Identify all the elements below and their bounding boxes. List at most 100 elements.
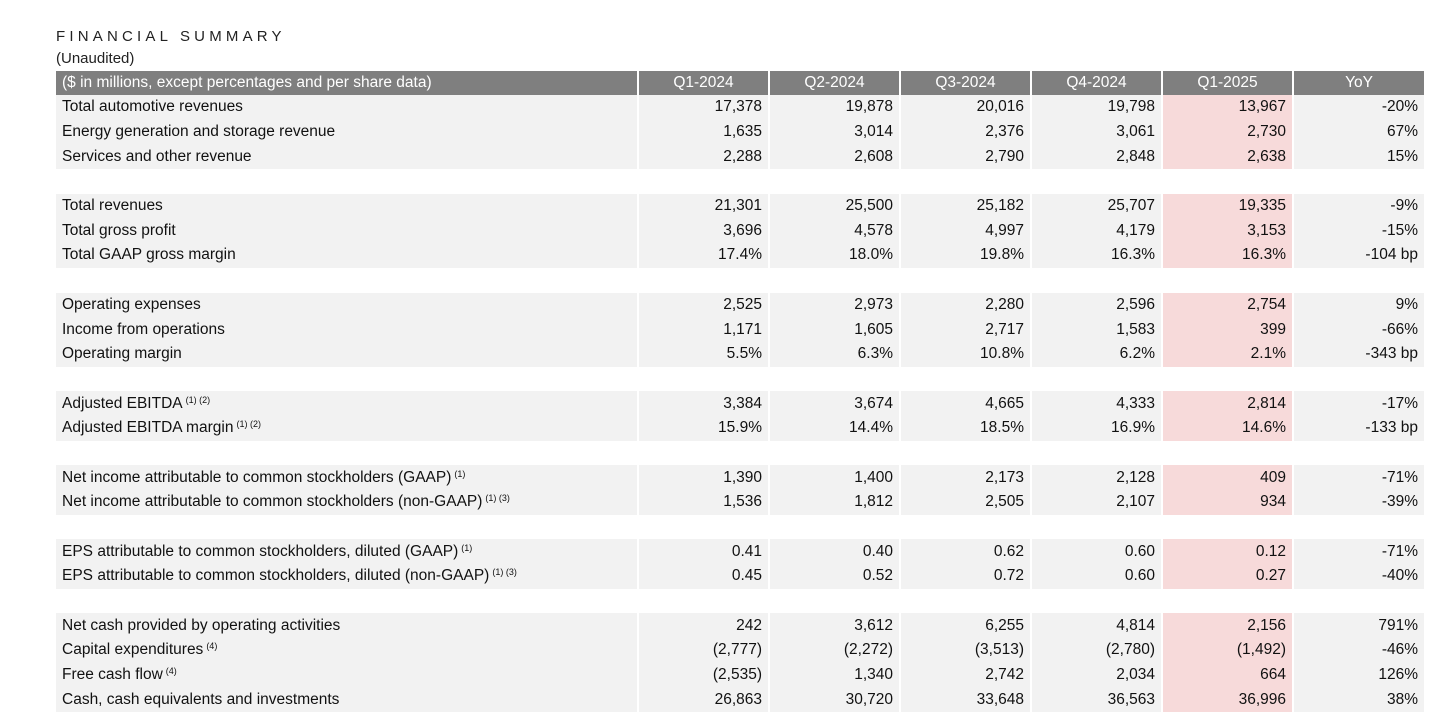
footnote-marker: (4) bbox=[206, 641, 218, 652]
value-cell: 1,390 bbox=[638, 465, 770, 490]
value-cell: (2,780) bbox=[1031, 638, 1163, 663]
header-q3-2024: Q3-2024 bbox=[900, 71, 1032, 95]
highlighted-value-cell: 409 bbox=[1162, 465, 1294, 490]
highlighted-value-cell: 2,156 bbox=[1162, 613, 1294, 639]
table-row: Free cash flow (4) (2,535) 1,340 2,742 2,034 6… bbox=[56, 662, 1424, 688]
row-label-cell: Net income attributable to common stockh… bbox=[56, 465, 639, 490]
value-cell: 0.60 bbox=[1031, 564, 1163, 589]
value-cell: (2,777) bbox=[638, 638, 770, 663]
table-row: Net cash provided by operating activitie… bbox=[56, 613, 1424, 639]
highlighted-value-cell: 13,967 bbox=[1162, 95, 1294, 120]
table-row: Total revenues 21,301 25,500 25,182 25,707 19… bbox=[56, 193, 1424, 219]
value-cell: 5.5% bbox=[638, 341, 770, 367]
highlighted-value-cell: 0.12 bbox=[1162, 539, 1294, 565]
value-cell: 2,596 bbox=[1031, 292, 1163, 318]
value-cell: (3,513) bbox=[900, 638, 1032, 663]
spacer-cell bbox=[1031, 440, 1163, 466]
yoy-cell: 15% bbox=[1293, 144, 1424, 170]
row-label-cell: Net income attributable to common stockh… bbox=[56, 490, 639, 515]
spacer-cell bbox=[1162, 366, 1294, 392]
value-cell: 4,997 bbox=[900, 218, 1032, 244]
row-label: Total gross profit bbox=[62, 221, 176, 239]
row-label-cell: Cash, cash equivalents and investments bbox=[56, 687, 639, 713]
value-cell: 4,578 bbox=[769, 218, 901, 244]
spacer-cell bbox=[769, 169, 901, 194]
value-cell: 18.5% bbox=[900, 415, 1032, 441]
table-row: Operating expenses 2,525 2,973 2,280 2,596 2,… bbox=[56, 292, 1424, 318]
value-cell: 2,848 bbox=[1031, 144, 1163, 170]
table-row: Total automotive revenues 17,378 19,878 20,… bbox=[56, 95, 1424, 120]
value-cell: 2,173 bbox=[900, 465, 1032, 490]
highlighted-value-cell: 0.27 bbox=[1162, 564, 1294, 589]
value-cell: 25,500 bbox=[769, 193, 901, 219]
value-cell: 2,742 bbox=[900, 662, 1032, 688]
yoy-cell: -9% bbox=[1293, 193, 1424, 219]
highlighted-value-cell: 19,335 bbox=[1162, 193, 1294, 219]
row-label-cell: Operating margin bbox=[56, 341, 639, 367]
spacer-cell bbox=[1293, 366, 1424, 392]
row-label: Operating margin bbox=[62, 345, 182, 363]
table-row: Total gross profit 3,696 4,578 4,997 4,179 3,… bbox=[56, 218, 1424, 244]
table-row: Cash, cash equivalents and investments 26… bbox=[56, 687, 1424, 713]
table-body: Total automotive revenues 17,378 19,878 20,… bbox=[56, 95, 1424, 713]
spacer-cell bbox=[900, 169, 1032, 194]
highlighted-value-cell: 934 bbox=[1162, 490, 1294, 515]
value-cell: 3,384 bbox=[638, 391, 770, 416]
highlighted-value-cell: (1,492) bbox=[1162, 638, 1294, 663]
table-row: Operating margin 5.5% 6.3% 10.8% 6.2% 2.1% -34… bbox=[56, 341, 1424, 367]
header-yoy: YoY bbox=[1293, 71, 1424, 95]
spacer-cell bbox=[900, 366, 1032, 392]
table-row: Adjusted EBITDA (1) (2) 3,384 3,674 4,665 4,3… bbox=[56, 391, 1424, 416]
yoy-cell: -39% bbox=[1293, 490, 1424, 515]
spacer-cell bbox=[56, 366, 639, 392]
value-cell: 2,034 bbox=[1031, 662, 1163, 688]
value-cell: 3,014 bbox=[769, 119, 901, 145]
value-cell: 26,863 bbox=[638, 687, 770, 713]
footnote-marker: (1) (2) bbox=[185, 394, 211, 405]
value-cell: 1,536 bbox=[638, 490, 770, 515]
yoy-cell: -40% bbox=[1293, 564, 1424, 589]
row-label: Capital expenditures bbox=[62, 641, 204, 659]
highlighted-value-cell: 399 bbox=[1162, 317, 1294, 342]
value-cell: 1,400 bbox=[769, 465, 901, 490]
value-cell: (2,272) bbox=[769, 638, 901, 663]
yoy-cell: -46% bbox=[1293, 638, 1424, 663]
value-cell: 1,605 bbox=[769, 317, 901, 342]
footnote-marker: (1) bbox=[461, 542, 473, 553]
table-row: Services and other revenue 2,288 2,608 2,79… bbox=[56, 144, 1424, 170]
row-label: Net income attributable to common stockh… bbox=[62, 493, 483, 511]
footnote-marker: (4) bbox=[165, 666, 177, 677]
table-row: Total GAAP gross margin 17.4% 18.0% 19.8% 16… bbox=[56, 243, 1424, 268]
row-label: EPS attributable to common stockholders,… bbox=[62, 542, 459, 560]
row-label: Energy generation and storage revenue bbox=[62, 123, 336, 141]
highlighted-value-cell: 2,754 bbox=[1162, 292, 1294, 318]
spacer-cell bbox=[1293, 267, 1424, 293]
spacer-cell bbox=[1031, 267, 1163, 293]
row-label: Free cash flow bbox=[62, 666, 163, 684]
highlighted-value-cell: 2.1% bbox=[1162, 341, 1294, 367]
spacer-cell bbox=[900, 588, 1032, 614]
value-cell: 0.60 bbox=[1031, 539, 1163, 565]
value-cell: 25,182 bbox=[900, 193, 1032, 219]
row-label-cell: Total automotive revenues bbox=[56, 95, 639, 120]
value-cell: 14.4% bbox=[769, 415, 901, 441]
spacer-cell bbox=[1162, 440, 1294, 466]
row-label: Income from operations bbox=[62, 320, 225, 338]
value-cell: 36,563 bbox=[1031, 687, 1163, 713]
row-label-cell: Services and other revenue bbox=[56, 144, 639, 170]
spacer-cell bbox=[1293, 169, 1424, 194]
value-cell: 20,016 bbox=[900, 95, 1032, 120]
spacer-cell bbox=[1162, 514, 1294, 540]
spacer-cell bbox=[56, 440, 639, 466]
report-subtitle: (Unaudited) bbox=[56, 50, 135, 67]
value-cell: 2,973 bbox=[769, 292, 901, 318]
value-cell: 0.40 bbox=[769, 539, 901, 565]
row-label-cell: Energy generation and storage revenue bbox=[56, 119, 639, 145]
spacer-cell bbox=[769, 588, 901, 614]
value-cell: 2,128 bbox=[1031, 465, 1163, 490]
spacer-cell bbox=[638, 514, 770, 540]
row-label-cell: Free cash flow (4) bbox=[56, 662, 639, 688]
value-cell: 3,612 bbox=[769, 613, 901, 639]
value-cell: 0.72 bbox=[900, 564, 1032, 589]
value-cell: 1,635 bbox=[638, 119, 770, 145]
